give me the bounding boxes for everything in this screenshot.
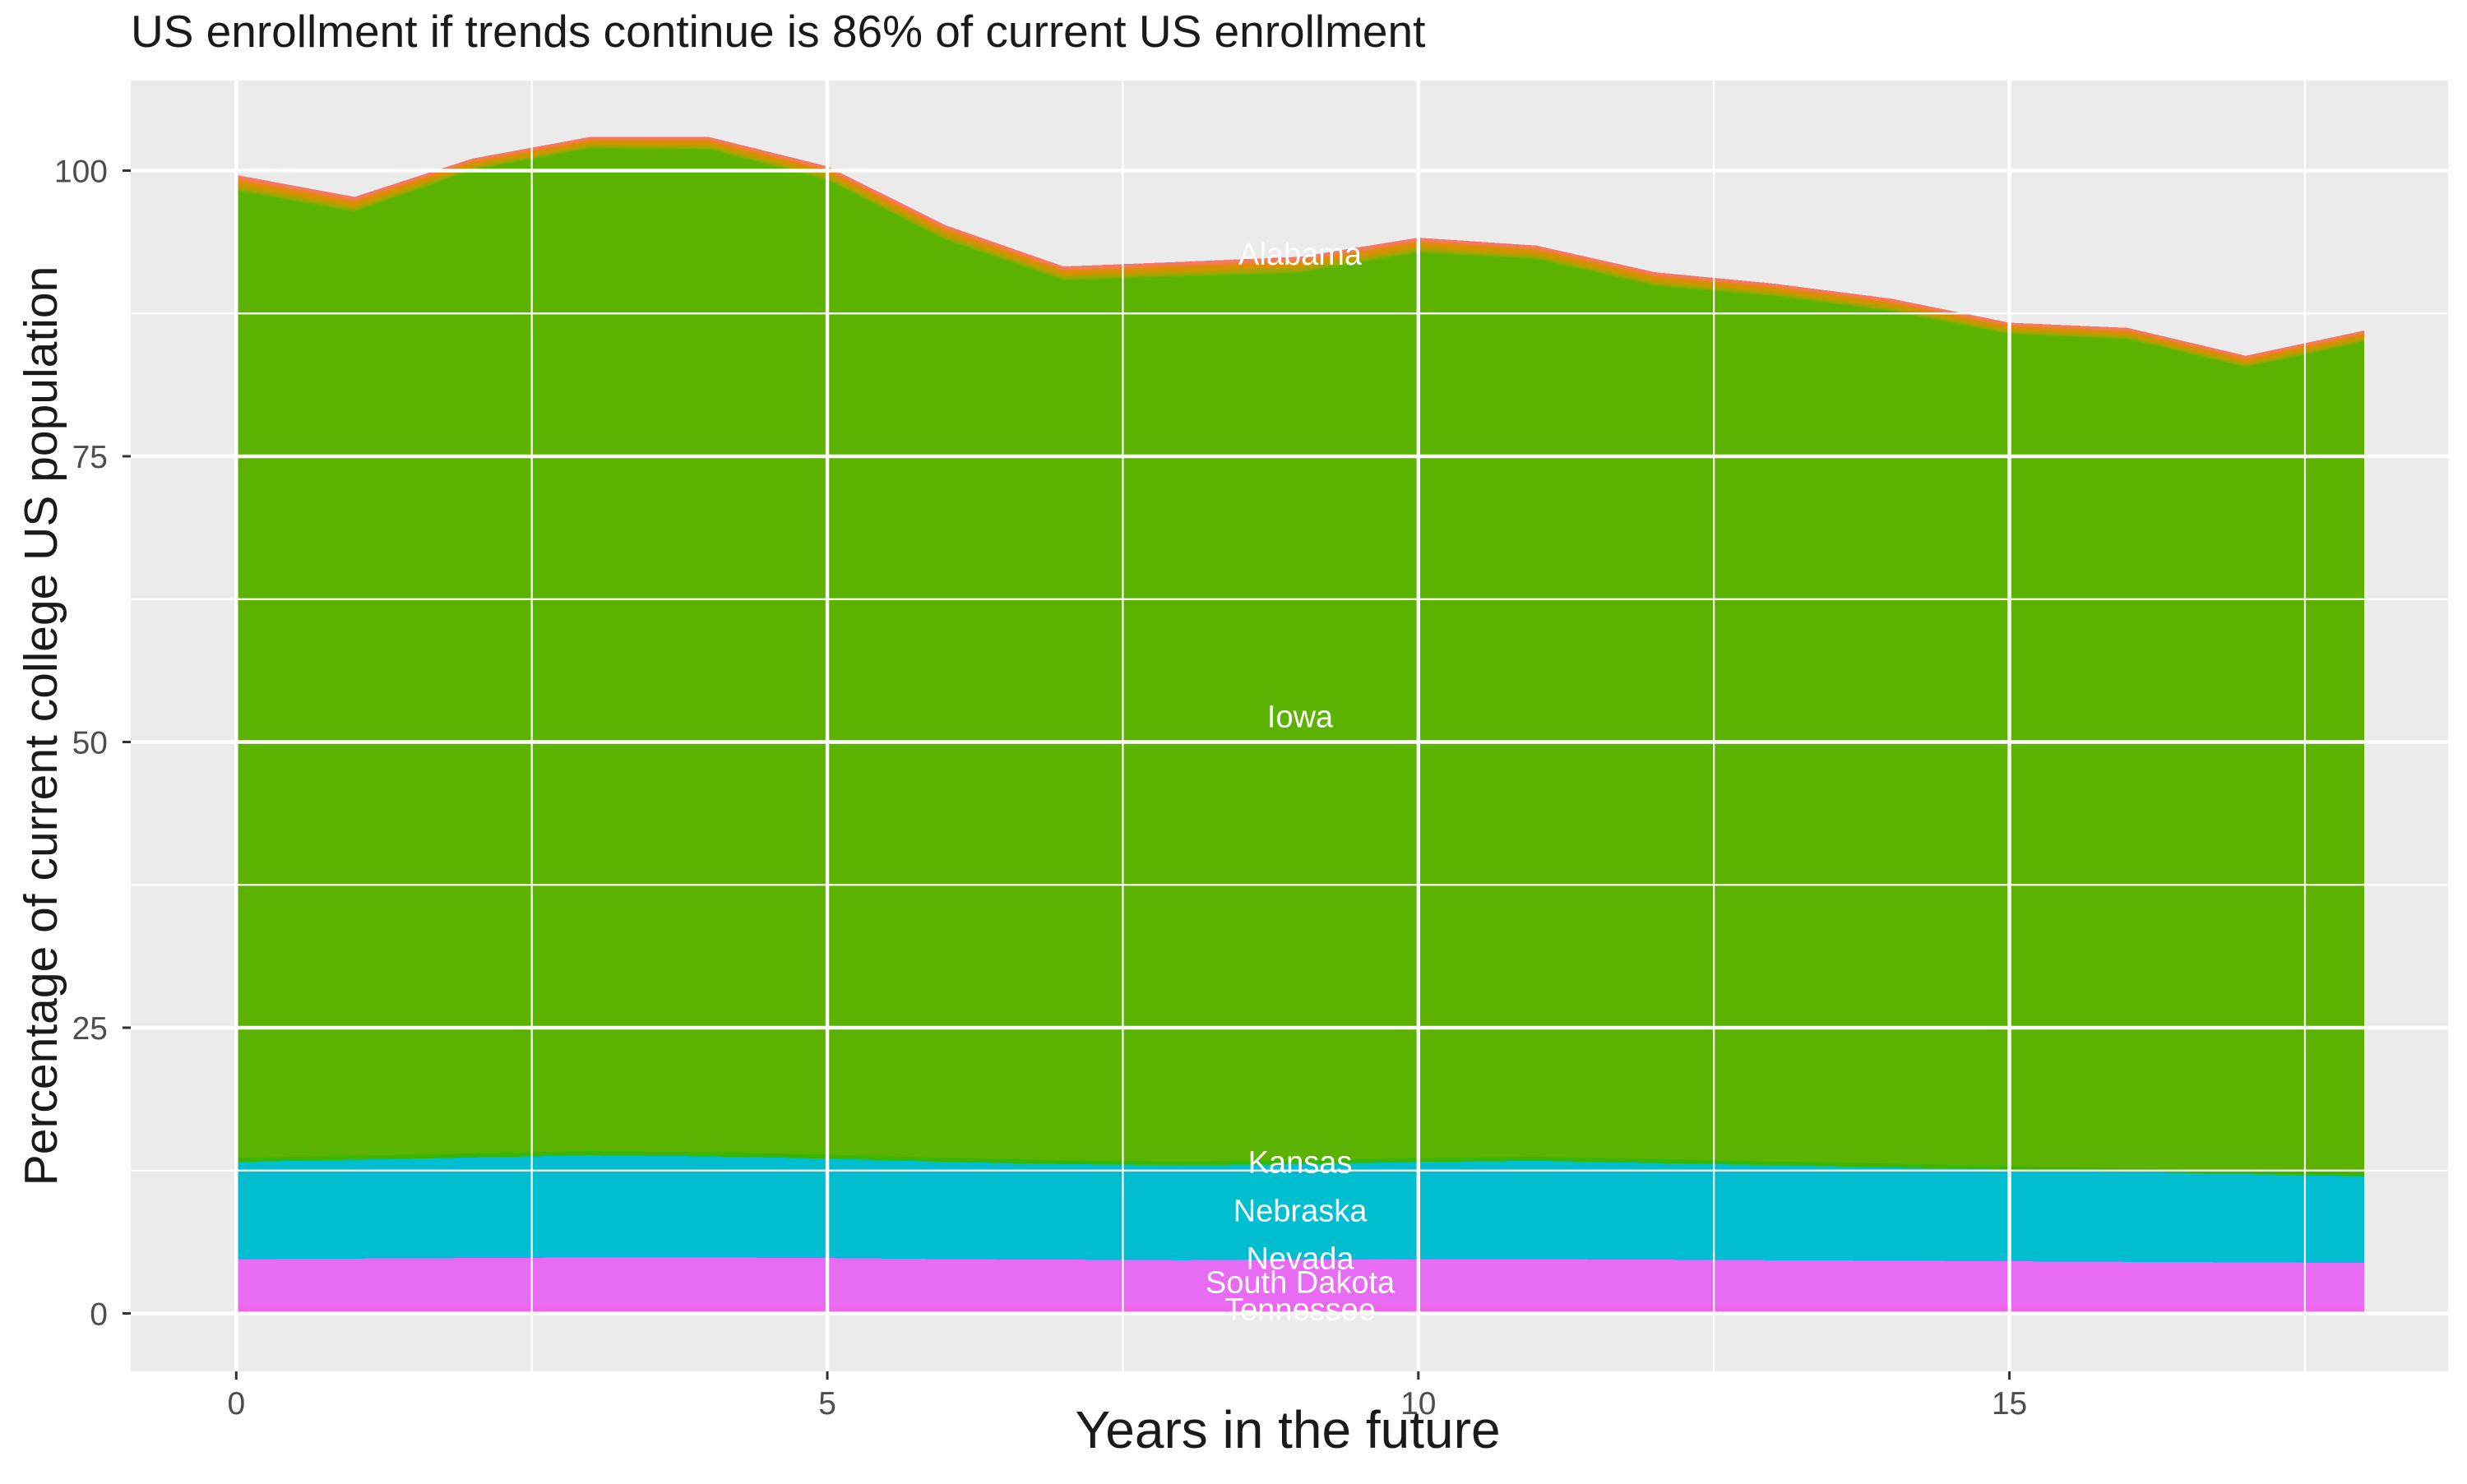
svg-text:75: 75 (72, 440, 108, 475)
svg-text:50: 50 (72, 726, 108, 761)
svg-text:Iowa: Iowa (1267, 700, 1334, 735)
svg-text:25: 25 (72, 1011, 108, 1047)
svg-text:5: 5 (818, 1386, 836, 1422)
svg-text:0: 0 (227, 1386, 245, 1422)
svg-text:Nebraska: Nebraska (1234, 1194, 1368, 1228)
svg-text:Tennessee: Tennessee (1224, 1292, 1376, 1327)
svg-text:Alabama: Alabama (1238, 238, 1363, 272)
svg-text:15: 15 (1992, 1386, 2027, 1422)
svg-text:100: 100 (54, 155, 108, 190)
svg-text:0: 0 (90, 1297, 108, 1333)
svg-text:Kansas: Kansas (1248, 1146, 1353, 1181)
